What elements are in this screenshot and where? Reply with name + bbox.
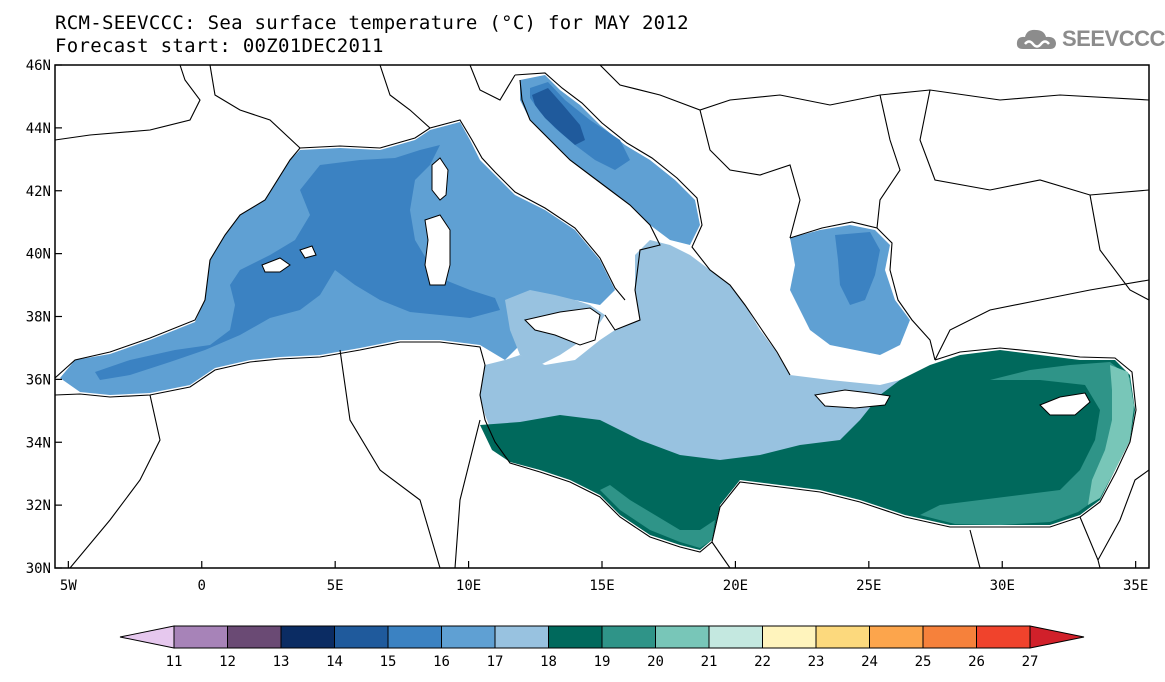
colorbar-tick-label: 16 — [433, 654, 450, 670]
lon-label: 5E — [327, 578, 344, 594]
lon-label: 35E — [1123, 578, 1148, 594]
sst-field — [60, 75, 1135, 550]
colorbar-tick-label: 14 — [326, 654, 343, 670]
seevccc-logo: SEEVCCC — [1015, 25, 1165, 53]
colorbar-segment — [815, 625, 870, 649]
colorbar-segment — [922, 625, 977, 649]
lat-label: 32N — [26, 498, 51, 514]
colorbar-tick-label: 26 — [968, 654, 985, 670]
colorbar-segment — [173, 625, 228, 649]
colorbar-segment — [601, 625, 656, 649]
colorbar-tick-label: 11 — [166, 654, 183, 670]
colorbar-tick-label: 24 — [861, 654, 878, 670]
sst-west-core — [95, 145, 500, 380]
sst-levantine-edge — [1088, 365, 1134, 505]
colorbar-tick-label: 25 — [915, 654, 932, 670]
colorbar-segment — [387, 625, 442, 649]
colorbar-tick-label: 13 — [273, 654, 290, 670]
colorbar-tick-label: 17 — [487, 654, 504, 670]
colorbar-tick-label: 21 — [701, 654, 718, 670]
logo-text: SEEVCCC — [1062, 26, 1165, 51]
colorbar-segment — [441, 625, 496, 649]
sst-libya-edge — [600, 485, 715, 548]
colorbar-segment — [976, 625, 1031, 649]
sst-aegean-core — [835, 232, 880, 305]
colorbar-segment — [708, 625, 763, 649]
lon-label: 30E — [990, 578, 1015, 594]
lon-label: 20E — [723, 578, 748, 594]
sst-adriatic-coldest — [532, 88, 585, 145]
lon-label: 15E — [589, 578, 614, 594]
balearic-islands — [261, 245, 317, 273]
longitude-axis: 5W 0 5E 10E 15E 20E 25E 30E 35E — [60, 561, 1148, 594]
colorbar-segment — [280, 625, 335, 649]
colorbar-tick-label: 22 — [754, 654, 771, 670]
sicily — [524, 307, 601, 346]
lon-label: 0 — [198, 578, 206, 594]
colorbar-upper-extension — [1029, 625, 1085, 649]
lat-label: 36N — [26, 372, 51, 388]
colorbar: 11 12 13 14 15 16 17 18 19 20 21 22 23 24 25 26 27 — [119, 625, 1085, 670]
cloud-icon — [1016, 29, 1056, 49]
coastlines — [55, 65, 1149, 568]
colorbar-tick-label: 20 — [647, 654, 664, 670]
lat-label: 38N — [26, 310, 51, 326]
colorbar-segment — [869, 625, 924, 649]
sst-levantine-rim — [920, 362, 1134, 525]
lon-label: 10E — [456, 578, 481, 594]
lat-label: 30N — [26, 561, 51, 577]
colorbar-segment — [548, 625, 603, 649]
colorbar-tick-label: 19 — [594, 654, 611, 670]
colorbar-tick-label: 27 — [1022, 654, 1039, 670]
colorbar-segment — [655, 625, 710, 649]
lat-label: 46N — [26, 58, 51, 74]
lon-label: 5W — [60, 578, 77, 594]
colorbar-tick-label: 15 — [380, 654, 397, 670]
sardinia — [424, 214, 451, 286]
colorbar-segment — [227, 625, 282, 649]
colorbar-segment — [334, 625, 389, 649]
sst-east-med — [480, 350, 1135, 550]
colorbar-lower-extension — [119, 625, 175, 649]
lon-label: 25E — [856, 578, 881, 594]
colorbar-segment — [494, 625, 549, 649]
lat-label: 42N — [26, 184, 51, 200]
lat-label: 40N — [26, 247, 51, 263]
colorbar-segment — [762, 625, 817, 649]
chart-subtitle: Forecast start: 00Z01DEC2011 — [55, 35, 384, 57]
colorbar-tick-label: 23 — [808, 654, 825, 670]
cyprus — [1039, 392, 1091, 416]
colorbar-tick-label: 12 — [219, 654, 236, 670]
lat-label: 34N — [26, 435, 51, 451]
colorbar-tick-label: 18 — [540, 654, 557, 670]
latitude-axis: 46N 44N 42N 40N 38N 36N 34N 32N 30N — [26, 58, 62, 577]
lat-label: 44N — [26, 121, 51, 137]
corsica — [431, 157, 449, 201]
chart-title: RCM-SEEVCCC: Sea surface temperature (°C… — [55, 12, 689, 34]
crete — [814, 389, 891, 409]
